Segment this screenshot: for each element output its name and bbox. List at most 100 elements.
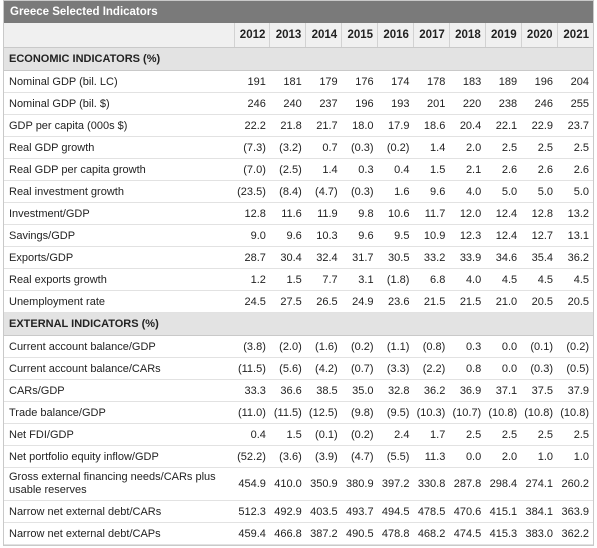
table-row: Real exports growth 1.2 1.5 7.7 3.1 (1.8) 6.8 4… (4, 268, 593, 291)
table-title: Greece Selected Indicators (4, 1, 593, 23)
year-header: 2020 (520, 23, 558, 48)
value-cell: 4.0 (449, 268, 486, 291)
value-cell: 32.4 (305, 246, 342, 269)
table-row: Narrow net external debt/CAPs 459.4 466.8 3… (4, 522, 593, 545)
value-cell: 397.2 (377, 467, 414, 501)
table-row: Exports/GDP 28.7 30.4 32.4 31.7 30.5 33.2 33.9 3… (4, 246, 593, 269)
value-cell: (0.1) (521, 335, 558, 358)
table-row: Net FDI/GDP 0.4 1.5 (0.1) (0.2) 2.4 1.7 2.5 2.5 2… (4, 423, 593, 446)
value-cell: 24.5 (234, 290, 270, 313)
value-cell: 38.5 (305, 379, 342, 402)
value-cell: (52.2) (234, 445, 270, 468)
value-cell: 459.4 (234, 522, 270, 545)
value-cell: (10.8) (557, 401, 593, 424)
value-cell: (5.6) (269, 357, 306, 380)
value-cell: 22.9 (521, 114, 558, 137)
value-cell: (5.5) (377, 445, 414, 468)
value-cell: 35.0 (341, 379, 378, 402)
table-row: Investment/GDP 12.8 11.6 11.9 9.8 10.6 11.7 12.… (4, 202, 593, 225)
row-label: Gross external financing needs/CARs plus… (4, 467, 234, 501)
row-label: Savings/GDP (4, 224, 234, 247)
value-cell: 20.5 (557, 290, 593, 313)
year-header: 2013 (269, 23, 306, 48)
value-cell: 1.2 (234, 268, 270, 291)
value-cell: 474.5 (449, 522, 486, 545)
value-cell: (10.8) (521, 401, 558, 424)
value-cell: 1.5 (269, 423, 306, 446)
value-cell: 11.6 (269, 202, 306, 225)
value-cell: 246 (234, 92, 270, 115)
value-cell: 5.0 (521, 180, 558, 203)
value-cell: (1.8) (377, 268, 414, 291)
value-cell: 9.6 (413, 180, 450, 203)
value-cell: 238 (485, 92, 522, 115)
value-cell: 478.8 (377, 522, 414, 545)
value-cell: 0.0 (485, 357, 522, 380)
value-cell: 18.6 (413, 114, 450, 137)
year-header: 2019 (484, 23, 522, 48)
value-cell: 33.2 (413, 246, 450, 269)
table-row: Gross external financing needs/CARs plus… (4, 467, 593, 501)
year-header: 2016 (377, 23, 414, 48)
value-cell: 179 (305, 70, 342, 93)
value-cell: 27.5 (269, 290, 306, 313)
value-cell: 2.5 (521, 136, 558, 159)
value-cell: (12.5) (305, 401, 342, 424)
value-cell: (0.3) (341, 180, 378, 203)
value-cell: 11.9 (305, 202, 342, 225)
value-cell: 1.5 (269, 268, 306, 291)
value-cell: 9.6 (269, 224, 306, 247)
value-cell: (7.3) (234, 136, 270, 159)
indicators-table-panel: Greece Selected Indicators 2012 2013 2014 2… (3, 0, 594, 546)
year-header: 2012 (233, 23, 270, 48)
value-cell: 12.3 (449, 224, 486, 247)
value-cell: 11.3 (413, 445, 450, 468)
value-cell: (0.2) (341, 335, 378, 358)
row-label: Real investment growth (4, 180, 234, 203)
table-row: Net portfolio equity inflow/GDP (52.2) (3.… (4, 445, 593, 468)
value-cell: (0.7) (341, 357, 378, 380)
value-cell: 36.2 (557, 246, 593, 269)
value-cell: 0.7 (305, 136, 342, 159)
value-cell: 298.4 (485, 467, 522, 501)
value-cell: 287.8 (449, 467, 486, 501)
table-row: Narrow net external debt/CARs 512.3 492.9 4… (4, 500, 593, 523)
value-cell: 28.7 (234, 246, 270, 269)
value-cell: 12.8 (234, 202, 270, 225)
row-label: Net FDI/GDP (4, 423, 234, 446)
row-label: Trade balance/GDP (4, 401, 234, 424)
value-cell: 4.5 (557, 268, 593, 291)
value-cell: 2.5 (521, 423, 558, 446)
value-cell: 191 (234, 70, 270, 93)
value-cell: 0.3 (449, 335, 486, 358)
value-cell: 20.5 (521, 290, 558, 313)
value-cell: 2.6 (557, 158, 593, 181)
table-row: Savings/GDP 9.0 9.6 10.3 9.6 9.5 10.9 12.3 12.4 1… (4, 224, 593, 247)
value-cell: (3.3) (377, 357, 414, 380)
value-cell: 363.9 (557, 500, 593, 523)
value-cell: 11.7 (413, 202, 450, 225)
value-cell: 26.5 (305, 290, 342, 313)
year-header: 2015 (341, 23, 378, 48)
value-cell: 330.8 (413, 467, 450, 501)
table-row: Unemployment rate 24.5 27.5 26.5 24.9 23.6 21.… (4, 290, 593, 313)
value-cell: 174 (377, 70, 414, 93)
row-label: Current account balance/CARs (4, 357, 234, 380)
value-cell: 362.2 (557, 522, 593, 545)
value-cell: 383.0 (521, 522, 558, 545)
value-cell: (0.1) (305, 423, 342, 446)
value-cell: 193 (377, 92, 414, 115)
value-cell: 37.9 (557, 379, 593, 402)
row-label: Real GDP per capita growth (4, 158, 234, 181)
row-label: Current account balance/GDP (4, 335, 234, 358)
value-cell: 0.4 (377, 158, 414, 181)
value-cell: 2.4 (377, 423, 414, 446)
row-label: Narrow net external debt/CAPs (4, 522, 234, 545)
value-cell: 204 (557, 70, 593, 93)
section-header-row: ECONOMIC INDICATORS (%) (4, 47, 593, 71)
value-cell: 2.0 (485, 445, 522, 468)
value-cell: 0.0 (485, 335, 522, 358)
value-cell: (10.3) (413, 401, 450, 424)
row-label: Unemployment rate (4, 290, 234, 313)
value-cell: (10.8) (485, 401, 522, 424)
